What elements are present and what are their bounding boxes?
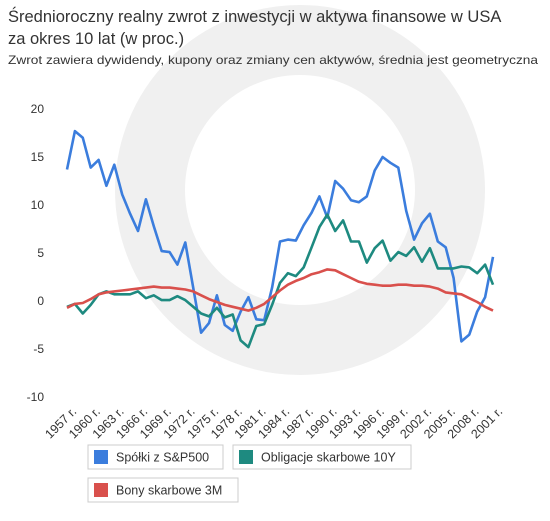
y-tick-label: 0: [37, 294, 44, 308]
legend-label: Bony skarbowe 3M: [116, 483, 222, 497]
chart-subtitle: Zwrot zawiera dywidendy, kupony oraz zmi…: [8, 53, 538, 67]
y-tick-label: 10: [31, 198, 45, 212]
legend-box: [87, 444, 224, 470]
legend-box: [232, 444, 412, 470]
legend-swatch: [94, 450, 108, 464]
y-tick-label: -5: [33, 342, 44, 356]
legend-box: [87, 477, 239, 503]
legend-swatch: [94, 483, 108, 497]
series-line: [66, 213, 495, 349]
chart-title: za okres 10 lat (w proc.): [8, 30, 184, 48]
legend-label: Obligacje skarbowe 10Y: [261, 450, 396, 464]
chart-title: Średnioroczny realny zwrot z inwestycji …: [8, 7, 501, 26]
y-tick-label: 5: [37, 246, 44, 260]
watermark: [115, 5, 485, 375]
series-line: [65, 129, 495, 343]
y-tick-label: 20: [31, 102, 45, 116]
legend-swatch: [239, 450, 253, 464]
y-tick-label: -10: [27, 390, 45, 404]
series-line: [66, 268, 494, 312]
y-tick-label: 15: [31, 150, 45, 164]
legend-label: Spółki z S&P500: [116, 450, 209, 464]
